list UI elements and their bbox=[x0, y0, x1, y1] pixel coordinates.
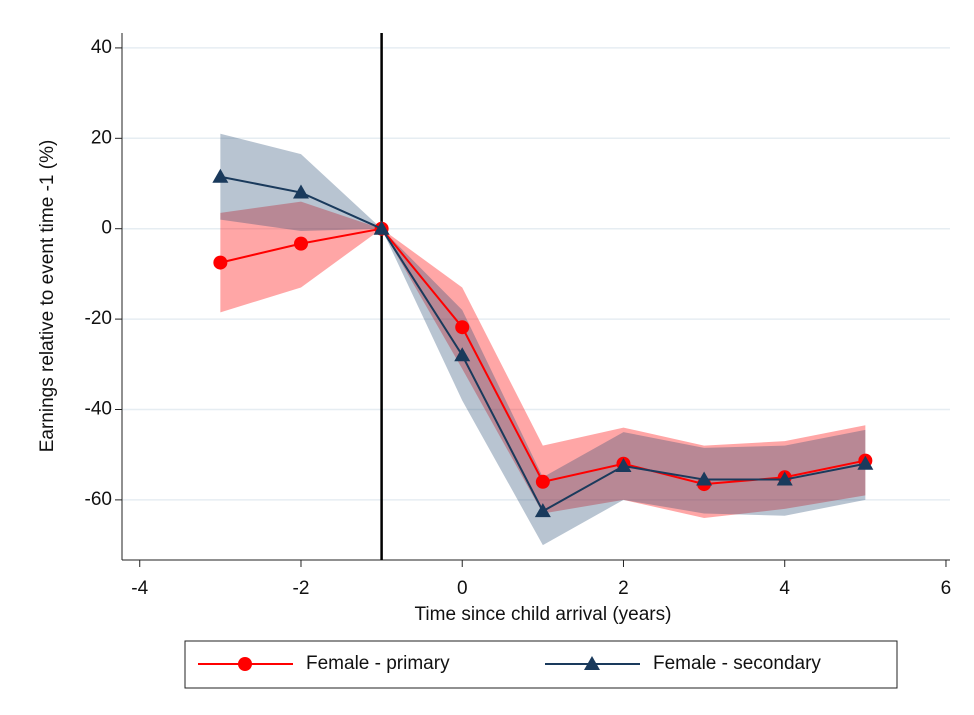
data-point bbox=[454, 347, 471, 362]
legend-box bbox=[184, 640, 898, 689]
data-point bbox=[373, 220, 390, 235]
data-point bbox=[857, 455, 874, 470]
y-tick-label: 40 bbox=[91, 37, 112, 58]
data-point bbox=[293, 236, 308, 251]
data-point bbox=[776, 471, 793, 486]
x-tick-label: -2 bbox=[293, 578, 310, 599]
x-tick-label: 6 bbox=[941, 578, 952, 599]
x-axis-label: Time since child arrival (years) bbox=[415, 604, 672, 625]
data-point bbox=[534, 503, 551, 518]
y-tick-label: -20 bbox=[85, 308, 112, 329]
data-point bbox=[615, 457, 632, 472]
legend-marker bbox=[238, 657, 252, 671]
confidence-band bbox=[220, 133, 866, 546]
confidence-band bbox=[220, 201, 866, 518]
x-tick-label: 4 bbox=[779, 578, 790, 599]
data-point bbox=[212, 168, 229, 183]
data-point bbox=[213, 255, 228, 270]
x-tick-label: -4 bbox=[131, 578, 148, 599]
data-point bbox=[292, 184, 309, 199]
legend-label: Female - secondary bbox=[653, 653, 821, 674]
data-point bbox=[455, 320, 470, 335]
data-point bbox=[696, 471, 713, 486]
legend-marker bbox=[584, 656, 600, 670]
data-point bbox=[535, 474, 550, 489]
y-tick-label: 0 bbox=[101, 218, 112, 239]
y-tick-label: -40 bbox=[85, 399, 112, 420]
y-tick-label: 20 bbox=[91, 127, 112, 148]
y-axis-label: Earnings relative to event time -1 (%) bbox=[37, 140, 58, 453]
x-tick-label: 0 bbox=[457, 578, 468, 599]
legend-label: Female - primary bbox=[306, 653, 450, 674]
y-tick-label: -60 bbox=[85, 489, 112, 510]
x-tick-label: 2 bbox=[618, 578, 629, 599]
